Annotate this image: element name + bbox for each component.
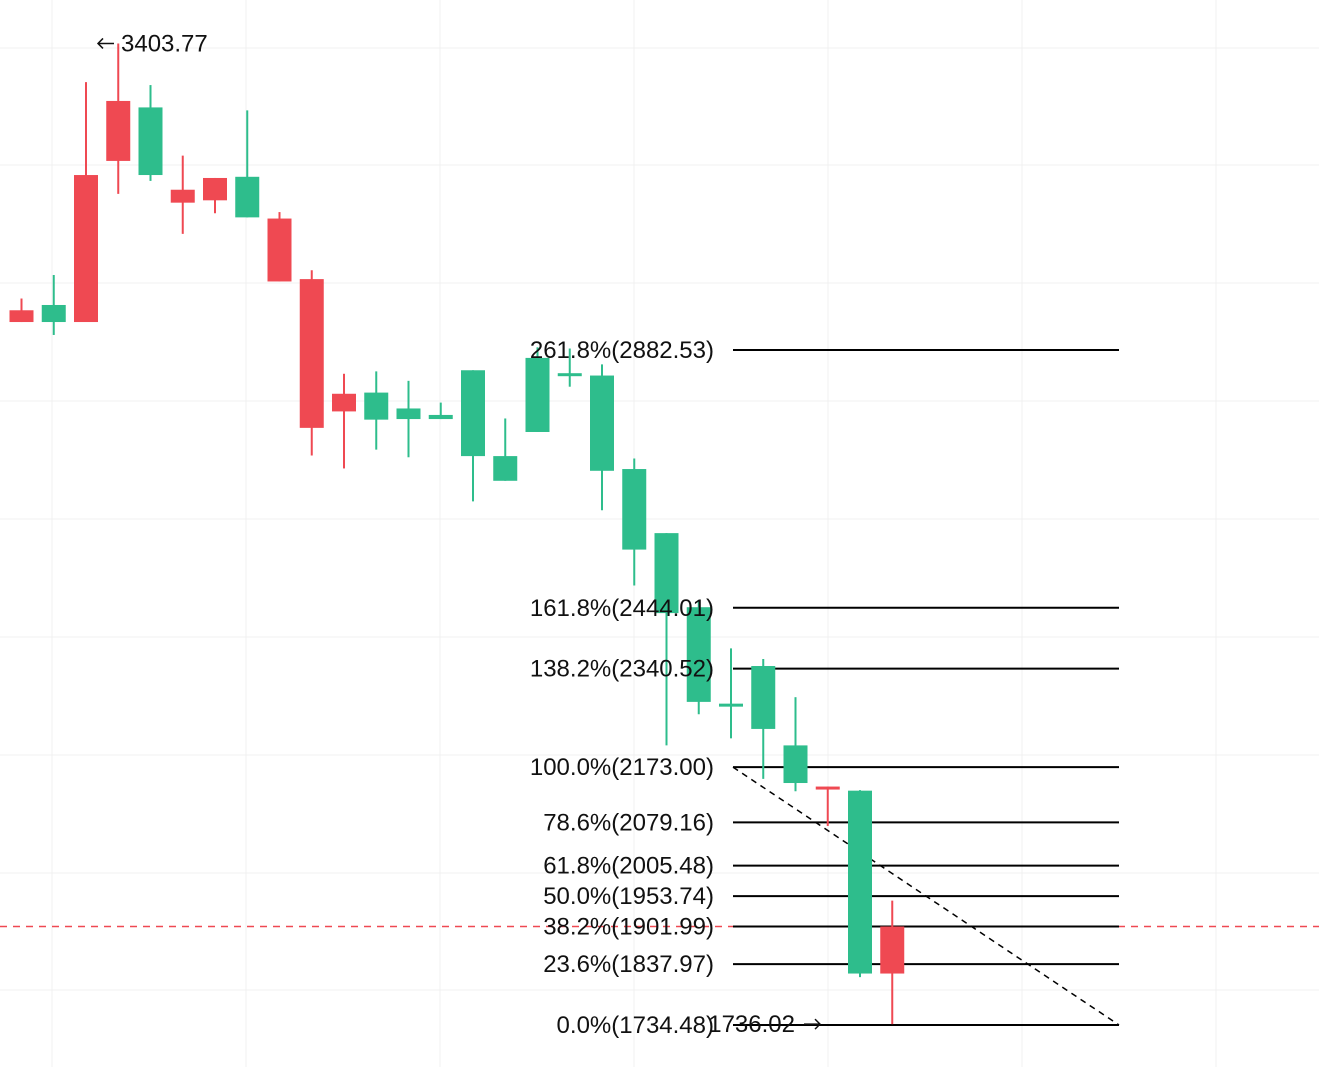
candle-body [203, 177, 227, 201]
candle-body [396, 408, 421, 420]
fib-level-label: 138.2%(2340.52) [530, 656, 714, 683]
candle-body [461, 370, 485, 457]
candle [9, 298, 34, 323]
candle-body [235, 176, 260, 218]
candle [880, 900, 905, 1025]
candle [783, 697, 808, 792]
candle-body [9, 310, 34, 323]
candles [9, 43, 905, 1025]
candle-body [267, 218, 292, 282]
low-price-label: 1736.02 [708, 1011, 795, 1038]
candle-body [74, 175, 98, 323]
fib-level-label: 100.0%(2173.00) [530, 754, 714, 781]
candle-body [493, 456, 518, 481]
candle-body [654, 533, 679, 614]
candle [493, 418, 518, 481]
high-price-label: 3403.77 [121, 30, 208, 57]
fibonacci-labels: 261.8%(2882.53) 161.8%(2444.01) 138.2%(234… [530, 337, 714, 1039]
low-arrow-icon [804, 1018, 822, 1030]
candle [590, 364, 614, 511]
high-arrow-icon [96, 37, 114, 49]
candle-body [525, 357, 550, 432]
candle-body [751, 666, 776, 729]
candle [848, 790, 872, 978]
candle-body [170, 189, 195, 203]
fib-level-label: 23.6%(1837.97) [543, 951, 714, 978]
candle [428, 402, 453, 420]
candle [267, 212, 292, 282]
candle [396, 380, 421, 458]
candle [654, 533, 679, 746]
candle [751, 658, 776, 779]
fib-level-label: 61.8%(2005.48) [543, 853, 714, 880]
candle-body [138, 107, 163, 176]
candle-body [41, 304, 66, 323]
candle-body [880, 926, 905, 974]
candle [364, 371, 389, 450]
fib-level-label: 38.2%(1901.99) [543, 914, 714, 941]
candle-body [332, 393, 356, 412]
candle [299, 270, 324, 456]
fib-level-label: 161.8%(2444.01) [530, 595, 714, 622]
candle [815, 786, 840, 826]
fib-level-label: 261.8%(2882.53) [530, 337, 714, 364]
candle [686, 600, 711, 715]
fib-trend-line [732, 766, 1120, 1026]
fib-level-label: 50.0%(1953.74) [543, 883, 714, 910]
candle-body [686, 607, 711, 702]
candle [557, 348, 582, 387]
candle-body [590, 375, 614, 471]
candle [106, 43, 131, 194]
candle-body [106, 100, 131, 161]
candle [74, 82, 98, 323]
candle-body [622, 469, 647, 550]
candle-body [428, 414, 453, 420]
candle-body [557, 373, 582, 377]
fib-level-label: 0.0%(1734.48) [557, 1012, 714, 1039]
candle [41, 274, 66, 335]
trend-line-layer [732, 766, 1120, 1026]
candle-body [299, 279, 324, 428]
fibonacci-levels [733, 348, 1119, 1026]
candle [203, 177, 227, 214]
candle [622, 458, 647, 586]
candle [719, 648, 743, 739]
candle-body [815, 786, 840, 790]
candle [461, 370, 485, 502]
candle [525, 347, 550, 432]
candle-body [783, 745, 808, 784]
candle [170, 155, 195, 234]
price-annotations: 3403.77 1736.02 [96, 30, 822, 1038]
candle-body [364, 392, 389, 420]
candle-body [719, 703, 743, 707]
fib-level-label: 78.6%(2079.16) [543, 809, 714, 836]
candle [138, 85, 163, 181]
candle [235, 110, 260, 218]
candle [332, 373, 356, 469]
candle-body [848, 790, 872, 974]
